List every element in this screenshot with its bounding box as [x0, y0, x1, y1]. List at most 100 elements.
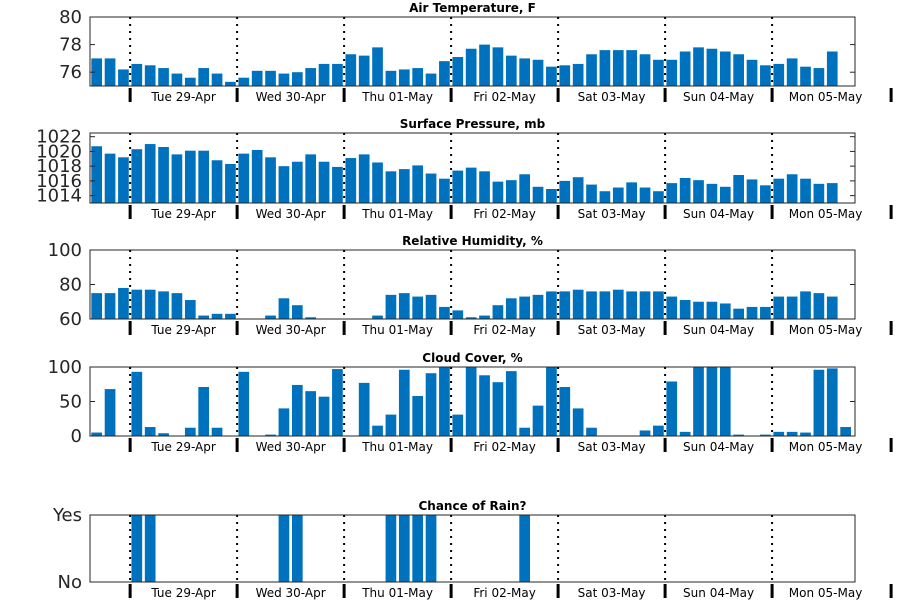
bar	[746, 306, 758, 319]
bar	[813, 369, 825, 436]
bar	[238, 153, 250, 203]
bar	[532, 186, 544, 203]
bar	[118, 157, 129, 203]
bar	[572, 63, 584, 86]
chart-title: Chance of Rain?	[418, 499, 526, 513]
bar	[318, 396, 330, 436]
x-day-label: Wed 30-Apr	[256, 440, 326, 454]
bar	[719, 367, 731, 436]
bar	[519, 296, 531, 319]
bar	[198, 68, 210, 86]
bar	[746, 179, 758, 203]
x-day-label: Sun 04-May	[683, 323, 754, 337]
bar	[345, 54, 357, 86]
bar	[813, 183, 825, 203]
y-tick-label: 60	[59, 309, 82, 330]
y-tick-label: 100	[48, 357, 82, 378]
chart-panel-4: 0 50 100 Tue 29-Apr Wed 30-Apr Thu 01-May Fri …	[48, 351, 893, 454]
x-day-label: Mon 05-May	[789, 323, 863, 337]
bar	[639, 430, 651, 436]
x-day-label: Sat 03-May	[578, 440, 646, 454]
bar	[693, 47, 704, 86]
bar	[412, 68, 424, 86]
bar	[171, 73, 183, 86]
bar	[91, 146, 103, 203]
bar	[786, 58, 798, 86]
bar	[706, 48, 718, 86]
bar	[599, 50, 611, 86]
bar	[278, 515, 290, 582]
x-day-label: Mon 05-May	[789, 586, 863, 600]
bar	[532, 294, 544, 319]
bar	[439, 61, 450, 86]
bar	[158, 147, 169, 203]
bar	[626, 182, 637, 203]
bar	[425, 173, 437, 203]
bar	[144, 515, 156, 582]
bar	[599, 191, 611, 203]
x-day-label: Thu 01-May	[361, 90, 433, 104]
bar	[318, 161, 330, 203]
bar	[291, 305, 303, 319]
bar	[171, 154, 183, 203]
bar	[412, 165, 424, 203]
y-tick-label: Yes	[52, 505, 82, 526]
bar	[505, 180, 517, 203]
bar	[532, 405, 544, 436]
x-day-label: Fri 02-May	[473, 90, 536, 104]
bar	[452, 57, 464, 86]
bar	[679, 177, 691, 203]
x-day-label: Sun 04-May	[683, 90, 754, 104]
x-day-label: Tue 29-Apr	[150, 207, 215, 221]
bar	[559, 291, 571, 319]
bar	[786, 174, 798, 203]
bar	[773, 296, 785, 319]
bar	[398, 293, 410, 320]
bar	[760, 434, 771, 436]
bar	[398, 369, 410, 436]
bar	[158, 433, 169, 436]
x-day-label: Thu 01-May	[361, 440, 433, 454]
bar	[104, 293, 116, 320]
bar	[599, 291, 611, 319]
bar	[198, 315, 210, 319]
bar	[104, 58, 116, 86]
bar	[305, 68, 317, 86]
y-tick-label: 1020	[36, 141, 82, 162]
bar	[238, 77, 250, 86]
bar	[398, 169, 410, 203]
bar	[412, 395, 424, 436]
bar	[492, 305, 504, 319]
bar	[800, 66, 811, 86]
bar	[760, 65, 771, 86]
x-day-label: Mon 05-May	[789, 207, 863, 221]
bar	[572, 289, 584, 319]
bar	[425, 515, 437, 582]
bar	[131, 289, 143, 319]
bar	[586, 427, 597, 436]
chart-panel-1: 76 78 80 Tue 29-Apr Wed 30-Apr Thu 01-May Fri …	[59, 1, 893, 104]
x-day-label: Thu 01-May	[361, 323, 433, 337]
bar	[826, 51, 838, 86]
bar	[559, 387, 571, 436]
bar	[465, 317, 477, 319]
bar	[800, 291, 811, 319]
bar	[425, 73, 437, 86]
x-day-label: Tue 29-Apr	[150, 90, 215, 104]
bar	[118, 69, 129, 86]
bar	[211, 160, 223, 203]
bar	[572, 408, 584, 436]
bar	[265, 70, 276, 86]
bar	[773, 63, 785, 86]
bar	[291, 515, 303, 582]
bar	[733, 434, 744, 436]
bar	[546, 189, 557, 203]
chart-panel-5: No Yes Tue 29-Apr Wed 30-Apr Thu 01-May Fri 0…	[52, 499, 893, 600]
y-tick-label: 76	[59, 62, 82, 83]
axes-frame	[89, 132, 856, 204]
chart-title: Cloud Cover, %	[422, 351, 522, 365]
bar	[104, 389, 116, 436]
axes-frame	[89, 16, 856, 87]
bar	[826, 296, 838, 319]
bar	[91, 293, 103, 320]
